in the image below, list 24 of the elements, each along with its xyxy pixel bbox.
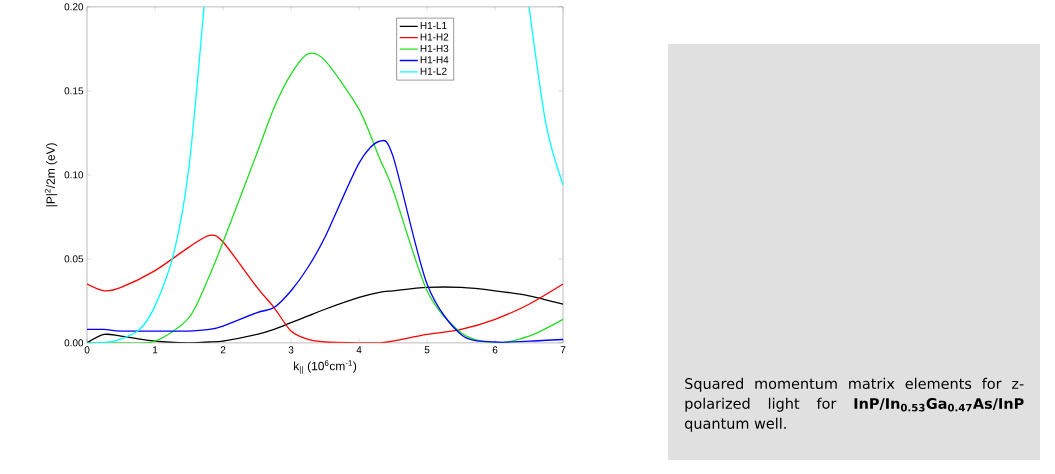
y-axis-title: |P|$^{2}$/2m (eV) bbox=[44, 143, 58, 207]
legend-label: H1-L2 bbox=[420, 67, 447, 75]
y-tick-label: 0.20 bbox=[64, 3, 84, 11]
x-tick-label: 6 bbox=[492, 346, 498, 354]
line-series bbox=[87, 140, 564, 343]
legend-label: H1-H2 bbox=[420, 33, 449, 41]
line-series bbox=[87, 286, 564, 343]
y-tick-label: 0.05 bbox=[64, 255, 84, 263]
y-tick-label: 0.00 bbox=[64, 339, 84, 347]
x-tick-label: 5 bbox=[424, 346, 430, 354]
x-tick-label: 2 bbox=[220, 346, 226, 354]
y-tick-label: 0.10 bbox=[64, 171, 84, 179]
x-axis-title: k$_{||}$ (10$^{6}$cm$^{-1}$) bbox=[294, 360, 357, 374]
legend-label: H1-H4 bbox=[420, 56, 449, 64]
x-tick-label: 4 bbox=[356, 346, 362, 354]
x-tick-label: 0 bbox=[84, 346, 90, 354]
text: Squared momentum matrix elements for z-polarized light for InP/In$_{0.53}$Ga$_{0.47}$As/InP quantum well. bbox=[685, 377, 1024, 432]
legend-label: H1-H3 bbox=[420, 44, 449, 52]
x-tick-label: 7 bbox=[560, 346, 566, 354]
line-series bbox=[87, 234, 564, 343]
x-tick-label: 3 bbox=[288, 346, 294, 354]
x-tick-label: 1 bbox=[153, 346, 158, 354]
y-tick-label: 0.15 bbox=[64, 87, 84, 95]
legend-label: H1-L1 bbox=[420, 22, 447, 30]
